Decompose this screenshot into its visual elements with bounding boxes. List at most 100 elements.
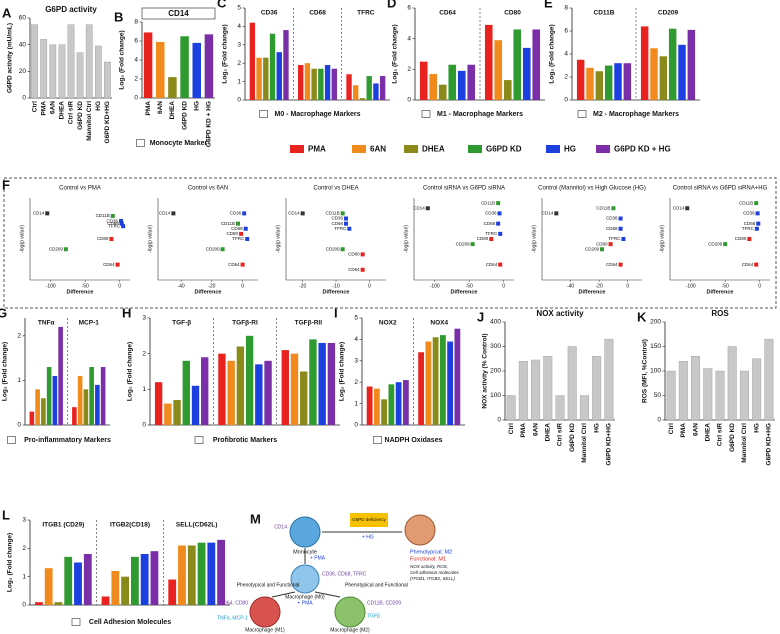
bar (178, 545, 186, 605)
bar (269, 33, 276, 101)
bar (74, 562, 82, 605)
x-tick-label: DHEA (59, 101, 66, 120)
scatter-point (119, 221, 124, 226)
panel-label: E (544, 0, 553, 10)
deficient-cell (404, 514, 436, 546)
bar (318, 68, 324, 100)
bar (366, 386, 373, 425)
y-tick-label: 0 (657, 417, 661, 424)
bar (567, 346, 577, 421)
y-tick-label: 2 (564, 74, 568, 81)
diagram-label: CD36, CD68, TFRC (322, 571, 367, 577)
x-tick-label: PMA (520, 423, 527, 438)
bar (327, 342, 336, 425)
x-tick-label: G6PD KD (729, 423, 736, 452)
bar (353, 85, 359, 100)
x-tick-label: G6PD KD+HG (766, 423, 773, 465)
bar (46, 367, 52, 425)
x-tick-label: -50 (722, 283, 729, 289)
point-label: CD64 (348, 267, 360, 272)
m1-cell (249, 596, 281, 628)
y-axis-label: -log(p value) (403, 225, 409, 253)
y-tick-label: 0 (564, 97, 568, 104)
y-tick-label: 1 (237, 78, 241, 85)
group-label: CD11B (594, 10, 615, 17)
bar (604, 65, 613, 100)
bar (614, 63, 622, 100)
y-tick-label: 2 (17, 333, 21, 340)
bar (457, 70, 466, 100)
x-label-swatch (7, 436, 16, 444)
x-tick-label: HG (193, 101, 200, 111)
diagram-label: CD11B, CD209 (367, 600, 401, 606)
diagram-label: G6PD deficiency (352, 517, 386, 522)
bar (130, 556, 139, 605)
bar (640, 26, 649, 100)
bar (104, 61, 111, 99)
bar (579, 395, 589, 421)
chart-title: ROS (711, 309, 729, 318)
x-axis-label: M2 - Macrophage Markers (593, 111, 679, 118)
y-axis-label: -log(p value) (659, 225, 665, 253)
bar (83, 389, 89, 425)
bar (192, 42, 202, 98)
point-label: CD209 (585, 246, 600, 251)
bar (249, 22, 256, 100)
legend-swatch (468, 145, 482, 153)
point-label: CD68 (331, 221, 343, 226)
x-tick-label: 0 (626, 283, 629, 289)
bar (691, 356, 701, 421)
y-tick-label: 0 (497, 417, 501, 424)
bar (678, 44, 686, 100)
x-axis-label: Difference (707, 289, 734, 295)
bar (484, 24, 493, 100)
scatter-point (756, 221, 761, 226)
scatter-point (754, 262, 759, 267)
point-label: CD68 (484, 221, 496, 226)
bar (764, 338, 774, 421)
bar (513, 29, 522, 100)
scatter-point (498, 231, 503, 236)
point-label: CD11B (96, 213, 110, 218)
bar (204, 34, 214, 98)
x-tick-label: G6PD KD + HG (206, 101, 213, 147)
x-axis-label: M0 - Macrophage Markers (275, 111, 361, 118)
panel-label: J (477, 309, 484, 324)
bar (72, 407, 77, 425)
group-label: TNFα (38, 320, 55, 327)
scatter-point (608, 242, 613, 247)
y-tick-label: 2 (354, 379, 358, 386)
x-tick-label: Mannitol Ctrl (86, 101, 93, 141)
x-label-swatch (136, 139, 145, 147)
x-label-swatch (259, 110, 268, 118)
bar (34, 602, 43, 605)
point-label: CD209 (326, 246, 341, 251)
panel-label: I (334, 305, 338, 320)
point-label: CD209 (49, 246, 64, 251)
y-tick-label: 6 (407, 5, 411, 12)
y-tick-label: 2 (134, 76, 138, 83)
bar (101, 596, 110, 605)
y-tick-label: 0 (22, 95, 26, 102)
x-tick-label: 6AN (157, 101, 164, 114)
panel-label: C (217, 0, 227, 10)
y-tick-label: 8 (564, 5, 568, 12)
bar (668, 28, 677, 101)
bar (309, 339, 317, 425)
bar (506, 395, 516, 421)
x-axis-label: Difference (67, 289, 94, 295)
bar (52, 375, 58, 425)
x-tick-label: -40 (567, 283, 574, 289)
y-tick-label: 4 (407, 35, 411, 42)
y-tick-label: 3 (142, 315, 146, 322)
scatter-point (489, 237, 494, 241)
point-label: CD64 (742, 262, 754, 267)
bar (666, 370, 676, 421)
scatter-point (109, 237, 114, 241)
x-axis-label: M1 - Macrophage Markers (437, 111, 523, 118)
point-label: CD68 (231, 226, 243, 231)
bar (298, 65, 304, 100)
diagram-label: Monocyte (293, 549, 317, 555)
bar (366, 76, 372, 100)
panel-label: G (0, 305, 7, 320)
